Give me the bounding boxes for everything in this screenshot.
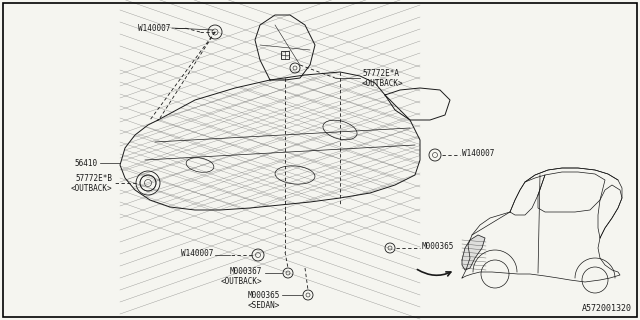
Text: W140007: W140007 [138,23,170,33]
Bar [281,51,289,59]
Text: 56410: 56410 [75,158,98,167]
Text: <OUTBACK>: <OUTBACK> [220,276,262,285]
Polygon shape [462,235,485,270]
Text: A572001320: A572001320 [582,304,632,313]
Text: M000367: M000367 [230,267,262,276]
FancyArrowPatch shape [417,269,451,276]
Text: <OUTBACK>: <OUTBACK> [70,183,112,193]
Text: W140007: W140007 [462,148,494,157]
Text: 57772E*A: 57772E*A [362,68,399,77]
Text: <OUTBACK>: <OUTBACK> [362,78,404,87]
Text: W140007: W140007 [180,249,213,258]
Text: <SEDAN>: <SEDAN> [248,300,280,309]
Text: 57772E*B: 57772E*B [75,173,112,182]
Text: M000365: M000365 [422,242,454,251]
Text: M000365: M000365 [248,291,280,300]
